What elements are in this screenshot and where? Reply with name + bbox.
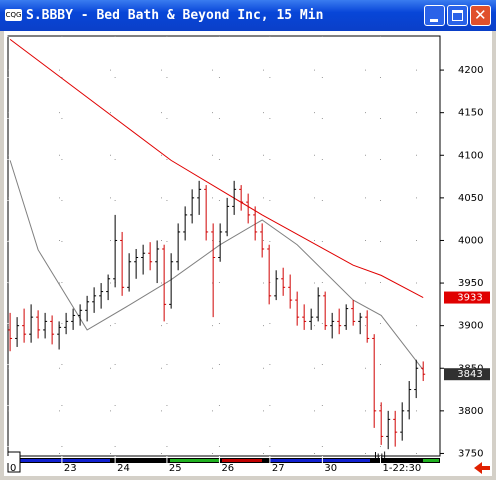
x-tick-label: 25 — [169, 463, 182, 474]
window-title: S.BBBY - Bed Bath & Beyond Inc, 15 Min — [26, 8, 324, 23]
y-tick-label: 4150 — [458, 108, 483, 119]
price-marker — [444, 368, 490, 381]
y-tick-label: 4000 — [458, 235, 483, 246]
x-tick-label: 26 — [221, 463, 234, 474]
session-band — [423, 459, 439, 462]
session-band — [20, 459, 110, 462]
x-tick-label: 27 — [272, 463, 285, 474]
y-tick-label: 4100 — [458, 150, 483, 161]
x-tick-label: 0 — [10, 463, 16, 474]
app-icon: CQG — [5, 9, 22, 21]
plot-frame — [7, 35, 441, 457]
moving-average — [9, 39, 424, 298]
session-band — [222, 459, 262, 462]
session-band — [170, 459, 220, 462]
x-tick-label: 1-22:30 — [382, 463, 421, 474]
price-marker-label: 3933 — [457, 293, 482, 304]
month-label: Jul — [373, 451, 386, 462]
x-tick-label: 23 — [64, 463, 77, 474]
y-tick-label: 3950 — [458, 278, 483, 289]
title-bar: CQG S.BBBY - Bed Bath & Beyond Inc, 15 M… — [0, 0, 496, 31]
y-tick-label: 3900 — [458, 321, 483, 332]
chart: Jul 375038003850390039504000405041004150… — [4, 31, 492, 476]
chart-background — [4, 31, 492, 476]
close-button[interactable]: ✕ — [470, 5, 491, 26]
minimize-button[interactable] — [424, 5, 445, 26]
y-tick-label: 3750 — [458, 448, 483, 459]
y-tick-label: 4200 — [458, 65, 483, 76]
y-tick-label: 4050 — [458, 193, 483, 204]
session-band — [270, 459, 370, 462]
x-tick-label: 30 — [324, 463, 337, 474]
price-marker — [444, 291, 490, 304]
maximize-button[interactable] — [447, 5, 468, 26]
scroll-arrow[interactable] — [474, 462, 490, 474]
x-tick-label: 24 — [117, 463, 130, 474]
y-tick-label: 3800 — [458, 406, 483, 417]
price-marker-label: 3843 — [457, 369, 482, 380]
